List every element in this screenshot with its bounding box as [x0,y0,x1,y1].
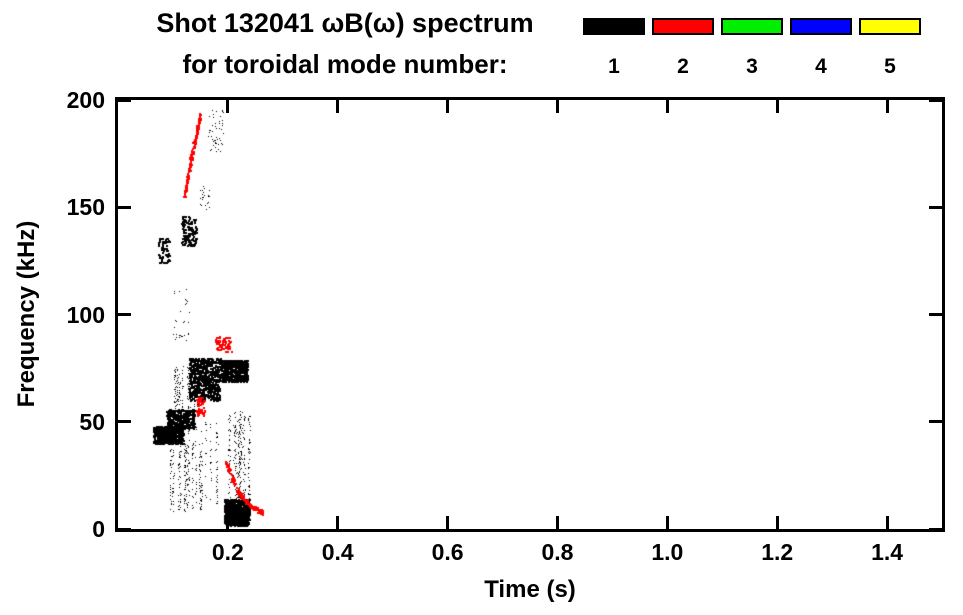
x-major-tick [336,516,340,529]
x-major-tick [446,100,450,113]
y-major-tick [118,527,131,531]
legend-label-n4: 4 [815,55,827,78]
legend-label-n2: 2 [677,55,689,78]
y-major-tick [929,313,942,316]
x-major-tick [446,516,450,529]
x-major-tick [555,100,559,113]
y-major-tick [118,98,131,102]
x-major-tick [336,100,340,113]
x-major-tick [885,516,889,529]
title-block: Shot 132041 ωB(ω) spectrum for toroidal … [105,6,585,81]
y-major-tick [118,313,131,316]
x-tick-label: 1.2 [761,539,794,565]
figure-subtitle: for toroidal mode number: [182,49,508,79]
x-tick-label: 0.4 [321,539,354,565]
mode-legend: 1 2 3 4 5 [0,0,963,90]
x-major-tick [665,100,669,113]
legend-swatch-n1 [583,18,645,35]
x-major-tick [555,516,559,529]
x-major-tick [775,100,779,113]
y-tick-label: 50 [79,408,105,435]
x-tick-label: 0.2 [211,539,244,565]
plot-canvas [118,100,942,529]
legend-label-n5: 5 [884,55,896,78]
legend-swatch-n3 [721,18,783,35]
y-major-tick [118,420,131,424]
legend-swatch-n4 [790,18,852,35]
legend-label-n1: 1 [608,55,620,78]
x-major-tick [775,516,779,529]
y-tick-label: 100 [66,301,105,328]
x-major-tick [226,100,230,113]
x-major-tick [226,516,230,529]
y-tick-label: 150 [66,194,105,221]
legend-swatch-n5 [859,18,921,35]
y-major-tick [929,98,942,102]
figure-title: Shot 132041 ωB(ω) spectrum [156,8,534,38]
y-tick-label: 200 [66,87,105,113]
x-tick-label: 0.6 [431,539,464,565]
x-axis-title: Time (s) [484,576,576,603]
legend-label-n3: 3 [746,55,758,78]
plot-frame [115,97,945,532]
x-tick-label: 1.4 [871,539,904,565]
y-tick-label: 0 [92,516,105,542]
x-tick-label: 1.0 [651,539,684,565]
y-major-tick [118,205,131,209]
x-major-tick [885,100,889,113]
y-major-tick [929,527,942,531]
y-major-tick [929,420,942,424]
y-major-tick [929,205,942,209]
x-major-tick [665,516,669,529]
x-tick-label: 0.8 [541,539,574,565]
legend-swatch-n2 [652,18,714,35]
